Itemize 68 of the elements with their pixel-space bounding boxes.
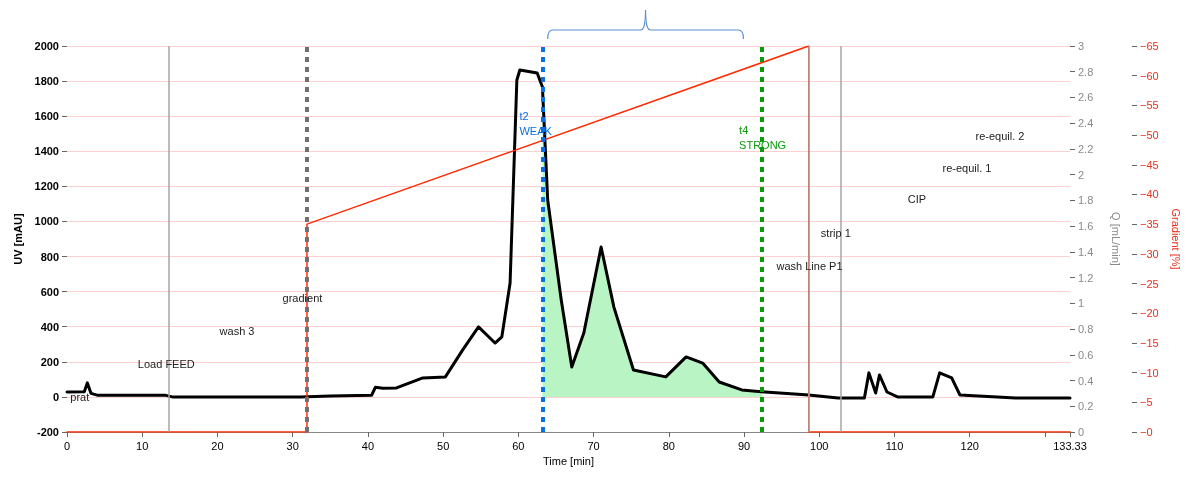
annotation: prat bbox=[70, 390, 90, 403]
y-tick-label: -200 bbox=[36, 426, 59, 438]
x-axis-title: Time [min] bbox=[543, 455, 594, 468]
y3-tick-label: −40 bbox=[1140, 188, 1159, 201]
y3-tick-label: −25 bbox=[1140, 277, 1159, 290]
y-tick-label: 2000 bbox=[34, 40, 59, 52]
x-tick-label: 100 bbox=[810, 439, 829, 452]
y3-tick-label: −50 bbox=[1140, 129, 1159, 142]
y2-tick-label: 2 bbox=[1078, 168, 1085, 181]
y-tick-label: 1600 bbox=[34, 110, 59, 123]
y2-tick-label: 2.8 bbox=[1078, 65, 1094, 78]
x-tick-label: 10 bbox=[136, 439, 149, 452]
y2-tick-label: 1.6 bbox=[1078, 220, 1094, 233]
x-tick-label: 80 bbox=[662, 439, 675, 452]
y3-tick-label: −0 bbox=[1140, 426, 1153, 438]
y2-tick-label: 2.4 bbox=[1078, 117, 1094, 130]
y3-tick-label: −45 bbox=[1140, 158, 1159, 171]
y2-tick-label: 1.2 bbox=[1078, 271, 1094, 284]
annotation: CIP bbox=[907, 193, 927, 205]
y2-tick-label: 0.2 bbox=[1078, 400, 1094, 413]
y2-tick-label: 2.6 bbox=[1078, 91, 1094, 104]
y3-tick-label: −5 bbox=[1140, 396, 1153, 409]
x-tick-label: 120 bbox=[960, 439, 979, 452]
annotation: re-equil. 1 bbox=[942, 162, 992, 174]
annotation: wash 3 bbox=[218, 325, 255, 337]
y3-tick-label: −10 bbox=[1140, 366, 1159, 379]
y2-tick-label: 2.2 bbox=[1078, 142, 1094, 155]
y3-tick-label: −65 bbox=[1140, 40, 1159, 52]
y2-tick-label: 0.6 bbox=[1078, 348, 1094, 361]
y-tick-label: 400 bbox=[40, 320, 59, 333]
y2-tick-label: 0 bbox=[1078, 426, 1085, 438]
y3-tick-label: −30 bbox=[1140, 247, 1159, 260]
x-tick-label: 0 bbox=[63, 439, 71, 452]
y-tick-label: 1400 bbox=[34, 145, 59, 158]
y-tick-label: 200 bbox=[40, 355, 59, 368]
y-tick-label: 800 bbox=[40, 250, 59, 263]
x-tick-label: 20 bbox=[211, 439, 224, 452]
x-tick-label: 30 bbox=[286, 439, 299, 452]
y2-tick-label: 0.4 bbox=[1078, 374, 1094, 387]
x-tick-label: 133.33 bbox=[1053, 439, 1087, 452]
x-tick-label: 110 bbox=[885, 439, 904, 452]
y-tick-label: 1200 bbox=[34, 180, 59, 193]
y3-tick-label: −35 bbox=[1140, 218, 1159, 231]
annotation: re-equil. 2 bbox=[975, 130, 1025, 142]
annotation: t4 STRONG bbox=[739, 123, 787, 151]
y3-tick-label: −60 bbox=[1140, 69, 1159, 82]
annotation: Load FEED bbox=[137, 357, 195, 370]
y3-tick-label: −20 bbox=[1140, 307, 1159, 320]
y3-tick-label: −55 bbox=[1140, 99, 1159, 112]
y-axis-title: UV [mAU] bbox=[12, 213, 25, 265]
y2-tick-label: 1.4 bbox=[1078, 245, 1094, 258]
y2-tick-label: 1 bbox=[1078, 297, 1085, 310]
x-tick-label: 50 bbox=[437, 439, 450, 452]
y-tick-label: 0 bbox=[52, 390, 59, 403]
y-tick-label: 1800 bbox=[34, 75, 59, 88]
y3-tick-label: −15 bbox=[1140, 336, 1159, 349]
y-tick-label: 600 bbox=[40, 285, 59, 298]
x-tick-label: 60 bbox=[512, 439, 525, 452]
y3-axis-title: Gradient [%] bbox=[1169, 208, 1182, 270]
y2-axis-title: Q [mL/min] bbox=[1109, 212, 1122, 266]
x-tick-label: 70 bbox=[587, 439, 600, 452]
y2-tick-label: 1.8 bbox=[1078, 194, 1094, 207]
annotation: strip 1 bbox=[820, 226, 851, 239]
y2-tick-label: 3 bbox=[1078, 40, 1085, 52]
y2-tick-label: 0.8 bbox=[1078, 323, 1094, 336]
x-tick-label: 40 bbox=[361, 439, 375, 452]
x-tick-label: 90 bbox=[737, 439, 751, 452]
y-tick-label: 1000 bbox=[34, 215, 59, 228]
